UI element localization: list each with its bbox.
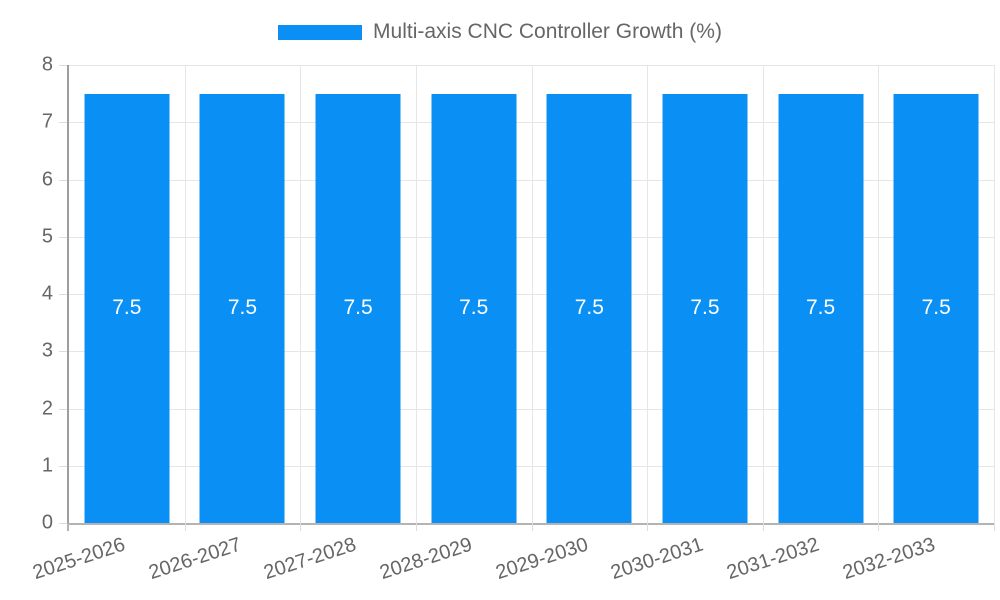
x-tick-label: 2030-2031 [608, 533, 707, 585]
y-axis-tick [59, 236, 67, 238]
x-axis-tick [994, 523, 995, 531]
y-tick-label: 2 [41, 397, 53, 419]
x-tick-label: 2031-2032 [724, 533, 822, 585]
y-tick-label: 1 [41, 454, 53, 477]
y-tick-label: 0 [41, 511, 53, 534]
x-axis-tick [878, 523, 880, 531]
bar-value-label: 7.5 [574, 296, 604, 320]
vertical-gridline [415, 65, 417, 523]
y-axis-tick [59, 294, 67, 295]
bar-2026-2027[interactable]: 7.5 [199, 93, 285, 523]
bar-value-label: 7.5 [805, 296, 836, 320]
bar-value-label: 7.5 [343, 296, 373, 320]
vertical-gridline [184, 65, 186, 523]
legend-label: Multi-axis CNC Controller Growth (%) [373, 20, 722, 43]
x-tick-label: 2026-2027 [145, 533, 244, 585]
vertical-gridline [300, 65, 302, 523]
bar-2028-2029[interactable]: 7.5 [431, 93, 517, 523]
bar-value-label: 7.5 [227, 296, 258, 320]
y-tick-label: 6 [41, 168, 53, 190]
x-axis-tick [762, 523, 764, 531]
y-tick-label: 4 [41, 282, 53, 305]
y-axis-tick [59, 351, 67, 353]
bar-2025-2026[interactable]: 7.5 [84, 93, 170, 523]
bar-value-label: 7.5 [921, 296, 951, 320]
y-axis-tick [59, 65, 67, 66]
x-axis-tick [415, 523, 417, 531]
x-tick-label: 2027-2028 [261, 533, 360, 585]
y-axis-tick [59, 523, 67, 524]
bar-value-label: 7.5 [690, 296, 720, 320]
vertical-gridline [647, 65, 649, 523]
bar-value-label: 7.5 [112, 296, 142, 320]
bar-2032-2033[interactable]: 7.5 [893, 93, 979, 523]
x-axis-tick [184, 523, 186, 531]
y-axis-tick [59, 465, 67, 467]
plot-area: 0 1 2 3 4 5 6 7 8 7.5 7.5 7.5 7.5 7.5 7.5 7.5 7.5 2025-20… [30, 54, 995, 584]
bar-2030-2031[interactable]: 7.5 [662, 93, 748, 523]
x-tick-label: 2025-2026 [30, 533, 129, 585]
chart-legend[interactable]: Multi-axis CNC Controller Growth (%) [0, 20, 1000, 44]
x-axis-tick [647, 523, 649, 531]
y-tick-label: 7 [41, 110, 53, 133]
vertical-gridline [994, 65, 995, 523]
x-tick-label: 2032-2033 [839, 533, 938, 585]
x-axis-tick [300, 523, 302, 531]
bar-2031-2032[interactable]: 7.5 [778, 93, 864, 523]
bar-2029-2030[interactable]: 7.5 [546, 93, 632, 523]
vertical-gridline [878, 65, 880, 523]
x-axis-tick [67, 523, 69, 531]
bar-value-label: 7.5 [459, 296, 489, 320]
y-tick-label: 5 [41, 225, 53, 248]
y-axis-tick [59, 179, 67, 181]
x-axis-tick [531, 523, 533, 531]
bar-2027-2028[interactable]: 7.5 [315, 93, 401, 523]
y-tick-label: 8 [41, 53, 53, 76]
y-axis-tick [59, 408, 67, 410]
x-tick-label: 2029-2030 [492, 533, 591, 585]
y-axis-tick [59, 122, 67, 124]
x-tick-label: 2028-2029 [377, 533, 475, 585]
vertical-gridline [531, 65, 533, 523]
legend-swatch [278, 24, 363, 40]
y-tick-label: 3 [41, 339, 53, 362]
vertical-gridline [762, 65, 764, 523]
